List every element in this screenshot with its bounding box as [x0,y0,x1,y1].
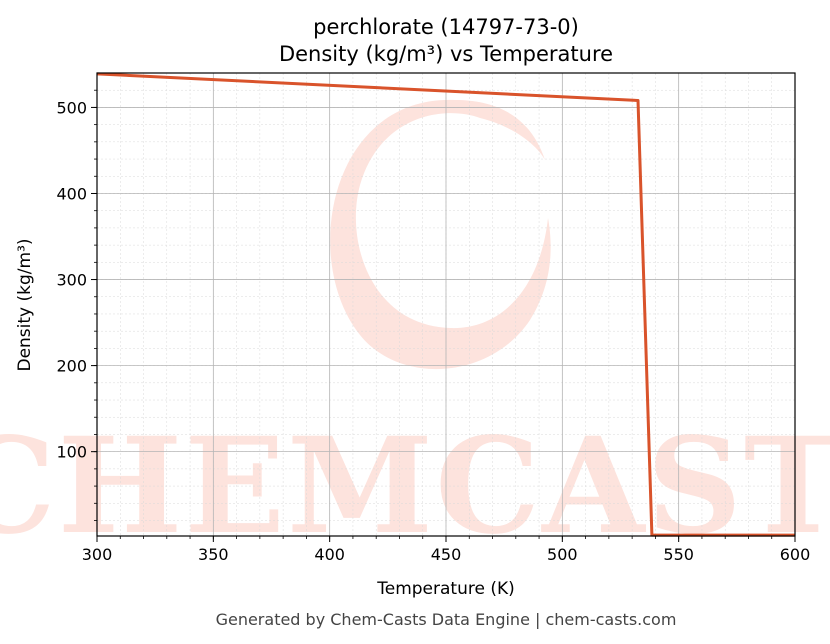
y-tick-label: 400 [56,184,87,203]
x-tick-label: 600 [780,545,811,564]
x-tick-label: 500 [547,545,578,564]
y-axis-ticks: 100 200 300 400 500 [56,89,97,521]
x-axis-label: Temperature (K) [376,579,515,599]
y-axis-label: Density (kg/m³) [15,238,35,371]
x-tick-label: 350 [198,545,229,564]
footer-credit: Generated by Chem-Casts Data Engine | ch… [216,610,677,629]
y-tick-label: 200 [56,357,87,376]
y-tick-label: 100 [56,443,87,462]
chart-subtitle: Density (kg/m³) vs Temperature [279,42,613,66]
watermark: CHEMCASTS [0,99,830,564]
x-tick-label: 400 [314,545,345,564]
x-axis-ticks: 300 350 400 450 500 550 600 [82,536,811,564]
watermark-swirl-icon [330,99,551,370]
density-series-line [96,72,795,537]
chart-title: perchlorate (14797-73-0) [313,15,579,39]
y-tick-label: 300 [56,271,87,290]
x-tick-label: 450 [431,545,462,564]
x-tick-label: 550 [663,545,694,564]
series-layer [96,72,795,537]
x-tick-label: 300 [82,545,113,564]
watermark-text: CHEMCASTS [0,409,830,564]
y-tick-label: 500 [56,98,87,117]
